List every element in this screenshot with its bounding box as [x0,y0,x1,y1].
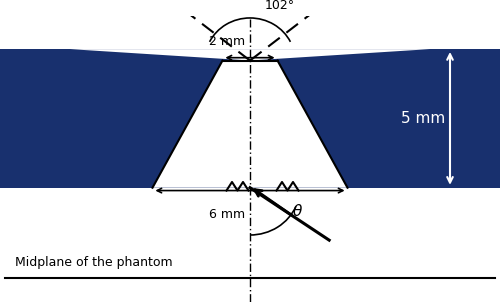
Text: 6 mm: 6 mm [210,208,246,221]
Text: θ: θ [292,204,302,220]
Text: 2 mm: 2 mm [210,35,246,48]
Polygon shape [0,49,500,188]
Text: 5 mm: 5 mm [401,111,445,126]
Polygon shape [152,60,348,188]
Text: Midplane of the phantom: Midplane of the phantom [15,256,172,269]
Text: 102°: 102° [265,0,295,12]
Polygon shape [0,188,500,302]
Polygon shape [70,49,430,60]
